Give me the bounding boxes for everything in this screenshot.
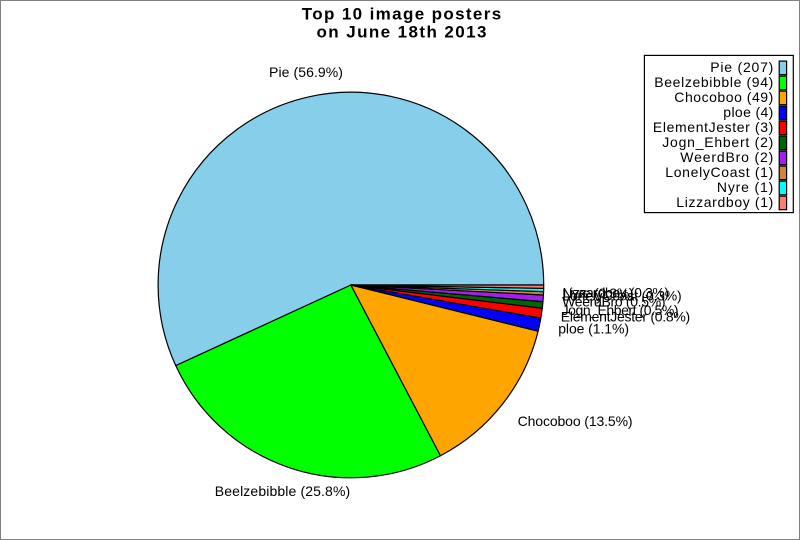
svg-text:Lizzardboy (0.3%): Lizzardboy (0.3%) [563,285,669,301]
svg-text:Lizzardboy (1): Lizzardboy (1) [676,194,773,210]
svg-text:ploe (4): ploe (4) [723,104,773,120]
svg-text:Beelzebibble (25.8%): Beelzebibble (25.8%) [215,483,350,499]
svg-text:Top 10 image posters: Top 10 image posters [302,4,501,23]
svg-text:Pie (56.9%): Pie (56.9%) [269,64,343,80]
svg-text:ploe (1.1%): ploe (1.1%) [558,321,629,337]
svg-text:LonelyCoast (1): LonelyCoast (1) [665,164,773,180]
svg-text:Chocoboo (13.5%): Chocoboo (13.5%) [518,413,633,429]
svg-text:ElementJester (0.8%): ElementJester (0.8%) [561,309,690,325]
svg-text:LonelyCoast (0.3%): LonelyCoast (0.3%) [562,288,681,304]
svg-text:Pie (207): Pie (207) [710,59,773,75]
svg-text:on June 18th 2013: on June 18th 2013 [317,22,487,41]
svg-text:Nyre (0.3%): Nyre (0.3%) [562,285,633,301]
svg-text:Beelzebibble (94): Beelzebibble (94) [654,74,773,90]
svg-text:ElementJester (3): ElementJester (3) [653,119,773,135]
svg-text:Nyre (1): Nyre (1) [717,179,773,195]
svg-text:WeerdBro (0.5%): WeerdBro (0.5%) [562,293,665,309]
svg-text:Jogn_Ehbert (0.5%): Jogn_Ehbert (0.5%) [562,302,679,318]
svg-text:Jogn_Ehbert (2): Jogn_Ehbert (2) [662,134,773,150]
svg-text:WeerdBro (2): WeerdBro (2) [680,149,773,165]
svg-text:Chocoboo (49): Chocoboo (49) [674,89,773,105]
